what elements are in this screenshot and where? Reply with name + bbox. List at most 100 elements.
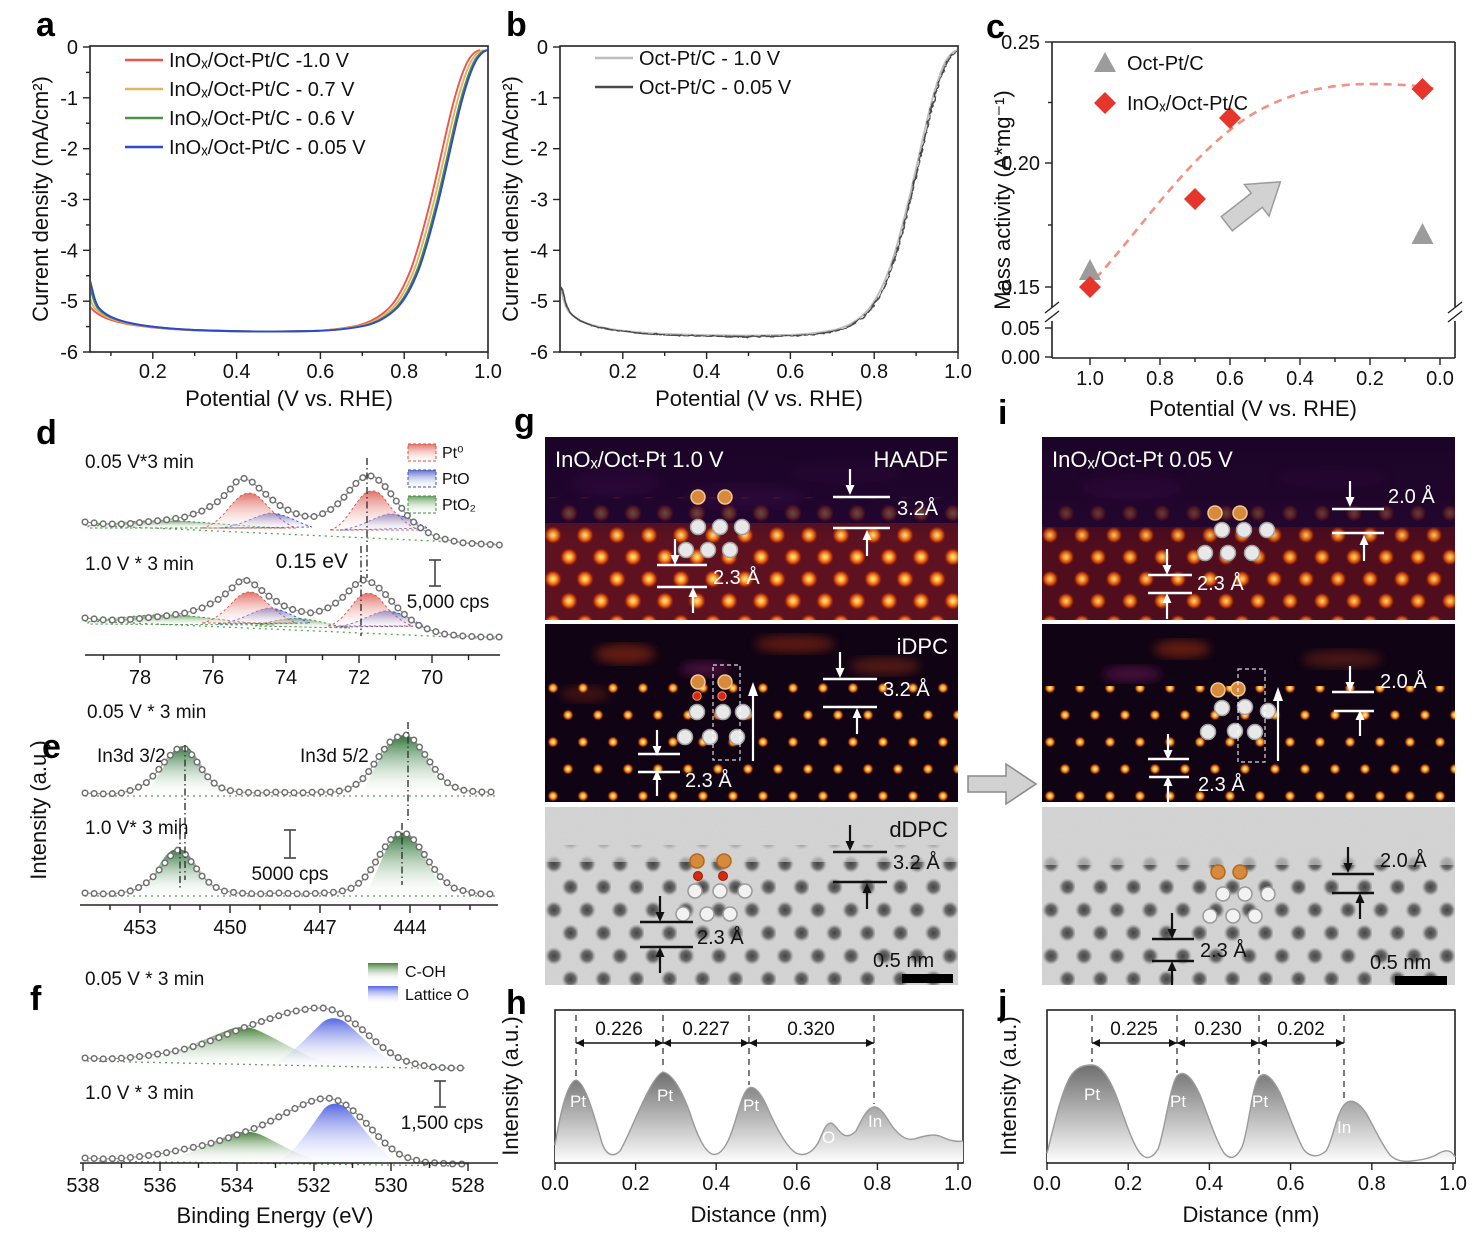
o-atom-icon — [717, 691, 727, 701]
pt-atom-icon — [699, 541, 717, 559]
legend-label: PtO — [442, 471, 470, 488]
svg-text:0.15: 0.15 — [1001, 277, 1040, 299]
svg-text:Pt: Pt — [743, 1096, 759, 1115]
svg-text:0.8: 0.8 — [390, 361, 418, 383]
legend-label: InOₓ/Oct-Pt/C -1.0 V — [169, 50, 350, 72]
panel-g-stem-svg: InOₓ/Oct-Pt 1.0 V HAADF 3.2Å 2.3 Å — [545, 437, 958, 985]
x-tick-labels: 1.0 0.8 0.6 0.4 0.2 0.0 — [1076, 368, 1454, 390]
intensity-scale-bar: 5,000 cps — [407, 559, 489, 613]
in-atom-icon — [690, 489, 706, 505]
pt-atom-icon — [1196, 544, 1214, 562]
svg-text:450: 450 — [213, 917, 246, 939]
svg-text:5000 cps: 5000 cps — [251, 864, 328, 885]
spectrum-label: 0.05 V * 3 min — [87, 702, 206, 723]
atom-model-overlay — [1196, 505, 1276, 562]
svg-text:0.2: 0.2 — [1356, 368, 1384, 390]
legend-label: InOₓ/Oct-Pt/C - 0.05 V — [169, 137, 366, 159]
pt-atom-icon — [722, 906, 738, 922]
pt-atom-icon — [1235, 521, 1253, 539]
y-ticks — [83, 46, 90, 353]
svg-text:0.0: 0.0 — [541, 1173, 569, 1195]
x-axis-label: Distance (nm) — [1183, 1202, 1320, 1227]
legend-label: InOₓ/Oct-Pt/C - 0.6 V — [169, 108, 355, 130]
o-atom-icon — [718, 871, 728, 881]
pt-atom-icon — [1199, 723, 1217, 741]
pt-atom-icon — [687, 883, 703, 899]
svg-text:0.8: 0.8 — [860, 361, 888, 383]
svg-text:1.0: 1.0 — [944, 361, 972, 383]
mode-label: iDPC — [897, 634, 948, 659]
svg-text:-4: -4 — [530, 240, 548, 262]
svg-text:0.2: 0.2 — [1114, 1173, 1142, 1195]
svg-text:0.20: 0.20 — [1001, 153, 1040, 175]
scale-bar: 0.5 nm — [873, 950, 953, 983]
peak-labels: Pt Pt Pt O In — [570, 1086, 882, 1147]
peak-label: In3d 3/2 — [97, 746, 166, 767]
unit-column-box — [1237, 668, 1266, 763]
lattice-spacing-annotation: 2.3 Å — [657, 537, 760, 615]
panel-letter-h: h — [506, 984, 527, 1022]
svg-text:1.0: 1.0 — [474, 361, 502, 383]
svg-text:-1: -1 — [530, 88, 548, 110]
legend: C-OH Lattice O — [368, 963, 469, 1004]
peak-position-lines — [1091, 1015, 1345, 1102]
svg-text:Pt: Pt — [1252, 1092, 1268, 1111]
panel-c-chart: Oct-Pt/C InOₓ/Oct-Pt/C 1.0 0.8 0.6 0.4 0… — [990, 32, 1463, 421]
svg-text:3.2 Å: 3.2 Å — [883, 678, 930, 701]
pt-atom-icon — [1219, 544, 1237, 562]
svg-text:-3: -3 — [530, 190, 548, 212]
svg-text:0.0: 0.0 — [1033, 1173, 1061, 1195]
svg-text:0.8: 0.8 — [863, 1173, 891, 1195]
in-atom-icon — [1210, 864, 1226, 880]
svg-text:-2: -2 — [530, 139, 548, 161]
atom-model-overlay — [1199, 681, 1277, 741]
growth-direction-arrow — [1273, 687, 1283, 761]
lattice-spacing-annotation: 2.3 Å — [1148, 547, 1244, 621]
svg-text:70: 70 — [421, 667, 443, 689]
pt-atom-icon — [675, 906, 691, 922]
pt-atom-icon — [1213, 521, 1231, 539]
svg-text:0.4: 0.4 — [1286, 368, 1314, 390]
svg-text:O: O — [822, 1128, 835, 1147]
svg-text:0.6: 0.6 — [776, 361, 804, 383]
legend-label: InOₓ/Oct-Pt/C - 0.7 V — [169, 79, 355, 101]
ddpc-image: 2.0 Å 2.3 Å 0.5 nm — [1042, 807, 1455, 989]
svg-text:0.0: 0.0 — [1426, 368, 1454, 390]
stem-title: InOₓ/Oct-Pt 1.0 V — [555, 447, 724, 472]
svg-text:3.2Å: 3.2Å — [897, 497, 939, 520]
svg-text:0.2: 0.2 — [139, 361, 167, 383]
svg-text:-5: -5 — [60, 291, 78, 313]
panel-j: 0.225 0.230 0.202 Pt Pt Pt In 0.0 0.2 0.… — [996, 985, 1481, 1234]
panel-letter-f: f — [30, 980, 42, 1018]
pt-atom-icon — [737, 883, 753, 899]
legend-label: InOₓ/Oct-Pt/C — [1127, 93, 1248, 115]
svg-text:2.0 Å: 2.0 Å — [1380, 849, 1427, 872]
svg-text:1.0: 1.0 — [1076, 368, 1104, 390]
pt-atom-icon — [733, 518, 751, 536]
peak-shift-lines — [179, 722, 409, 890]
series-oct-ptc — [1079, 223, 1434, 280]
y-axis-label: Current density (mA/cm²) — [30, 76, 53, 322]
panel-d: 0.05 V*3 min 1.0 V * 3 min 0.15 eV — [30, 418, 510, 690]
panel-i-stem-images: InOₓ/Oct-Pt 0.05 V 2.0 Å 2.3 Å — [1042, 437, 1455, 989]
svg-text:-4: -4 — [60, 240, 78, 262]
svg-text:2.3 Å: 2.3 Å — [685, 769, 732, 792]
y-tick-labels: 0.25 0.20 0.15 0.05 0.00 — [1001, 32, 1040, 369]
y-tick-labels: 0 -1 -2 -3 -4 -5 -6 — [530, 37, 548, 364]
legend-label: Oct-Pt/C - 1.0 V — [639, 48, 781, 70]
x-tick-labels: 0.2 0.4 0.6 0.8 1.0 — [609, 361, 972, 383]
svg-text:0.6: 0.6 — [1216, 368, 1244, 390]
svg-text:532: 532 — [297, 1175, 330, 1197]
lattice-spacing-annotation: 2.3 Å — [640, 894, 744, 975]
svg-text:0.230: 0.230 — [1194, 1019, 1242, 1040]
svg-text:0.6: 0.6 — [1277, 1173, 1305, 1195]
surface-spacing-annotation: 3.2 Å — [823, 650, 930, 736]
svg-text:530: 530 — [374, 1175, 407, 1197]
pt-atom-icon — [699, 906, 715, 922]
panel-letter-j: j — [998, 984, 1008, 1022]
pt-atom-icon — [1225, 908, 1241, 924]
svg-text:536: 536 — [143, 1175, 176, 1197]
o-atom-icon — [692, 691, 702, 701]
surface-spacing-annotation: 3.2Å — [833, 467, 939, 558]
svg-text:0.8: 0.8 — [1358, 1173, 1386, 1195]
